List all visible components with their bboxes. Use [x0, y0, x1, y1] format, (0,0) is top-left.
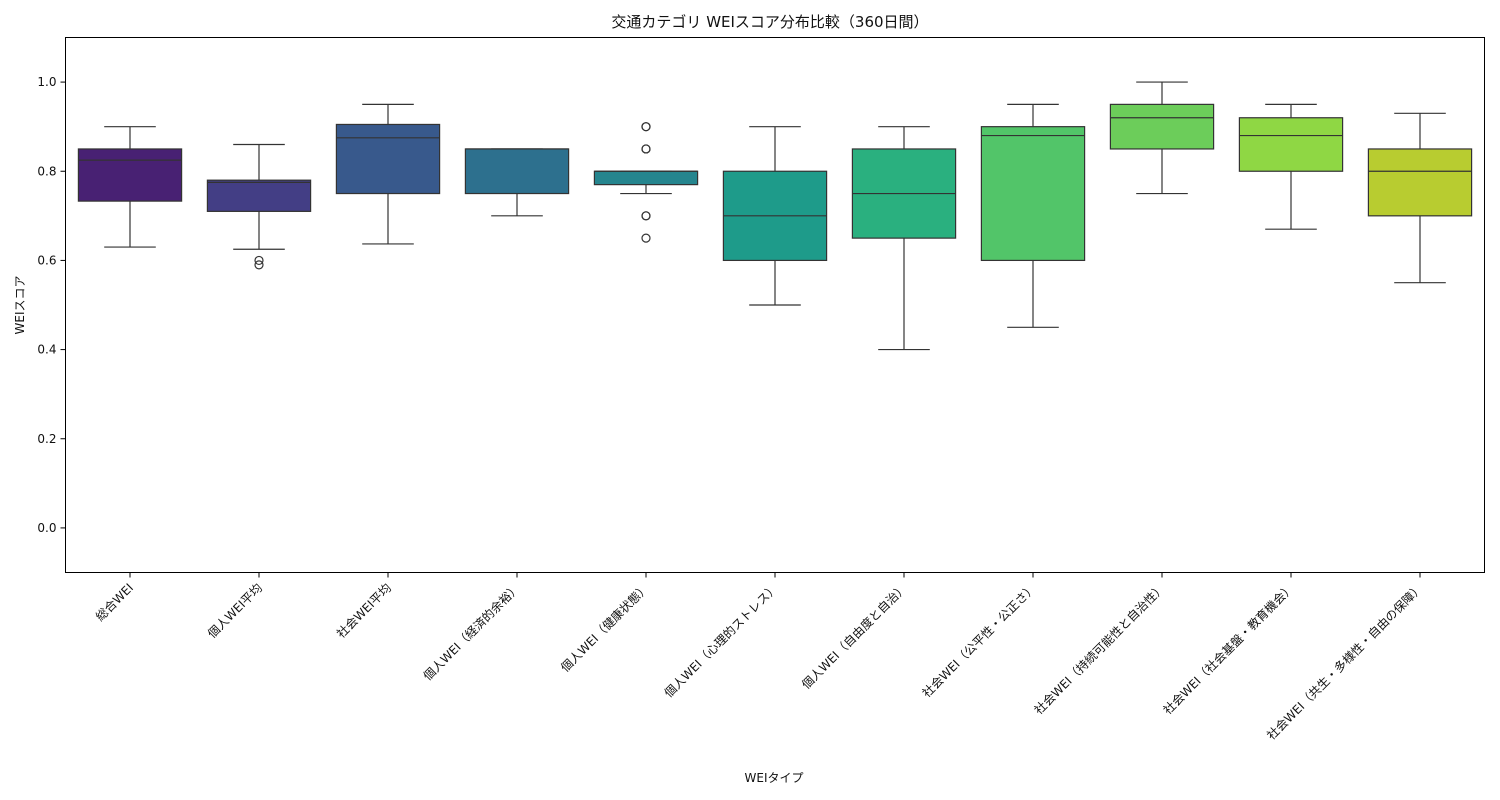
x-tick-label: 社会WEI平均 [333, 580, 394, 641]
x-axis-label: WEIタイプ [745, 771, 804, 785]
box-2 [206, 143, 312, 270]
box-5 [593, 122, 699, 243]
outlier-point [254, 260, 264, 270]
box-11 [1367, 112, 1473, 284]
box-iqr [1238, 117, 1344, 172]
box-9 [1109, 81, 1215, 195]
x-tick-label: 個人WEI（自由度と自治） [798, 580, 910, 692]
x-tick-label: 社会WEI（持続可能性と自治性） [1031, 580, 1168, 717]
outlier-point [254, 255, 264, 266]
box-iqr [335, 123, 441, 195]
x-tick-label: 個人WEI平均 [205, 581, 265, 641]
y-tick-label: 0.8 [37, 164, 56, 178]
y-tick-label: 0.0 [37, 521, 56, 535]
box-iqr [980, 126, 1086, 262]
y-tick-label: 0.2 [37, 432, 56, 446]
box-iqr [1109, 103, 1215, 150]
y-axis-label: WEIスコア [13, 276, 27, 335]
box-series [77, 81, 1473, 351]
box-iqr [593, 170, 699, 186]
y-tick-label: 0.4 [37, 343, 56, 357]
box-iqr [464, 148, 570, 195]
x-tick-label: 個人WEI（心理的ストレス） [661, 580, 781, 700]
x-tick-label: 社会WEI（共生・多様性・自由の保障） [1263, 580, 1426, 743]
outlier-point [641, 144, 651, 154]
x-tick-label: 総合WEI [92, 580, 136, 624]
box-7 [851, 126, 957, 351]
box-1 [77, 126, 183, 248]
x-axis: 総合WEI 個人WEI平均 社会WEI平均 個人WEI（経済的余裕） 個人WEI（健康状… [92, 572, 1426, 743]
outlier-point [641, 122, 651, 132]
y-axis: 0.0 0.2 0.4 0.6 0.8 1.0 [37, 75, 66, 535]
box-iqr [77, 148, 183, 202]
x-tick-label: 社会WEI（社会基盤・教育機会） [1160, 580, 1297, 717]
outlier-point [641, 211, 651, 221]
box-4 [464, 148, 570, 217]
box-iqr [1367, 148, 1473, 217]
y-tick-label: 0.6 [37, 253, 56, 267]
outlier-point [641, 233, 651, 243]
box-3 [335, 103, 441, 245]
x-tick-label: 個人WEI（健康状態） [557, 580, 652, 675]
y-tick-label: 1.0 [37, 75, 56, 89]
box-iqr [206, 179, 312, 212]
x-tick-label: 社会WEI（公平性・公正さ） [919, 580, 1039, 700]
box-8 [980, 103, 1086, 328]
chart-title: 交通カテゴリ WEIスコア分布比較（360日間） [611, 13, 928, 31]
box-10 [1238, 103, 1344, 230]
x-tick-label: 個人WEI（経済的余裕） [420, 580, 523, 683]
box-6 [722, 126, 828, 306]
